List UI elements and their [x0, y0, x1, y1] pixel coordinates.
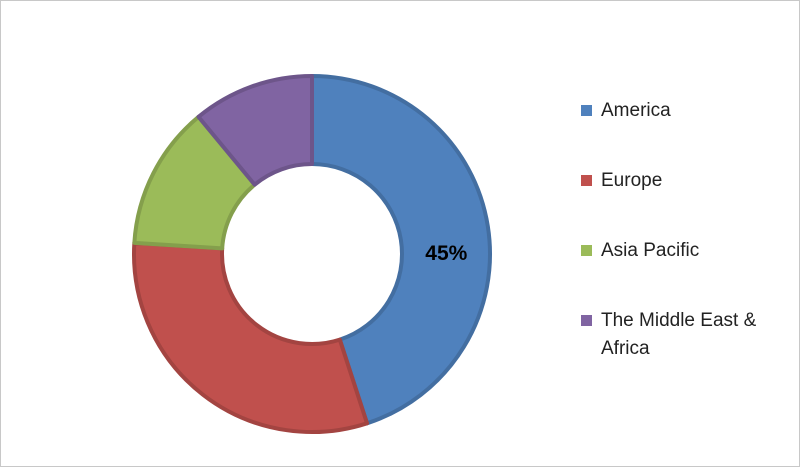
donut-segment [132, 240, 370, 434]
donut-segment [310, 74, 492, 426]
legend-label: Asia Pacific [601, 240, 700, 261]
legend-label: America [601, 100, 671, 121]
legend-swatch [581, 245, 592, 256]
legend-swatch [581, 175, 592, 186]
data-label: 45% [425, 242, 467, 265]
legend-label: Europe [601, 170, 663, 191]
legend-item: Asia Pacific [581, 237, 796, 307]
legend-label: The Middle East & Africa [601, 310, 757, 359]
legend-swatch [581, 315, 592, 326]
legend: America Europe Asia Pacific The Middle East… [581, 97, 796, 377]
legend-swatch [581, 105, 592, 116]
donut-segment [196, 74, 314, 187]
legend-item: America [581, 97, 796, 167]
legend-item: Europe [581, 167, 796, 237]
legend-item: The Middle East & Africa [581, 307, 796, 377]
